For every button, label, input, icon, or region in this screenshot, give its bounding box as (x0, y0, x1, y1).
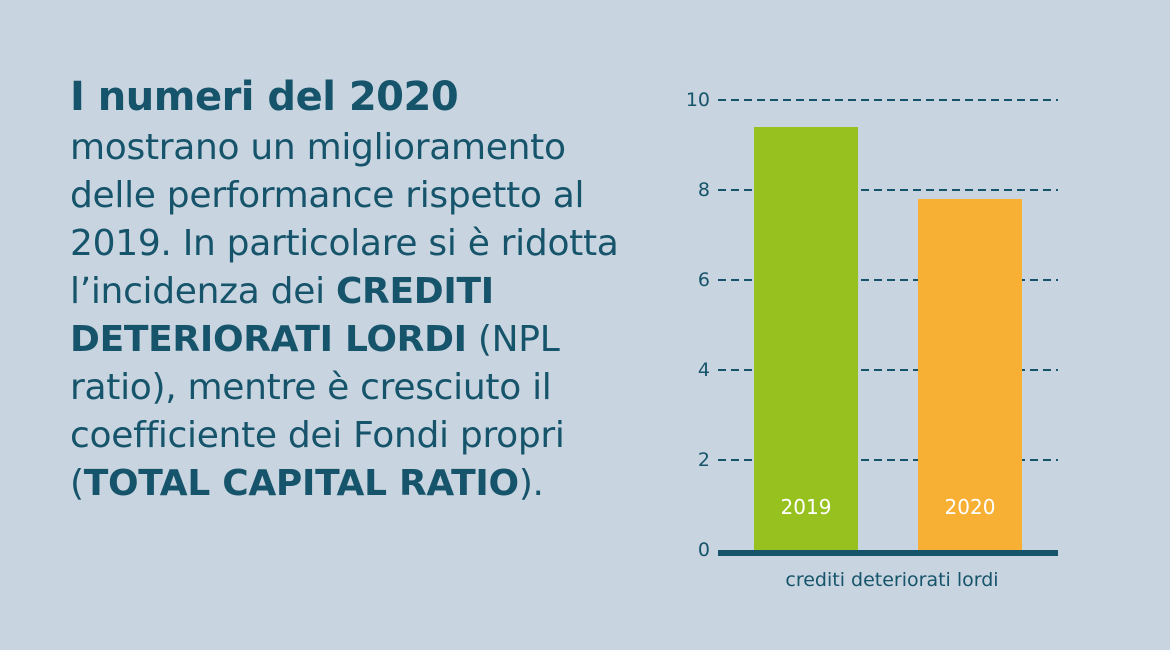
highlight-npl: CREDITI DETERIORATI LORDI (70, 271, 494, 360)
y-tick-label-2: 2 (698, 449, 710, 471)
y-tick-label-8: 8 (698, 179, 710, 201)
y-tick-label-6: 6 (698, 269, 710, 291)
bar-label-2019: 2019 (781, 495, 832, 519)
highlight-tcr: TOTAL CAPITAL RATIO (83, 463, 519, 504)
y-tick-label-10: 10 (686, 89, 710, 111)
x-axis-baseline (718, 550, 1058, 556)
y-tick-label-4: 4 (698, 359, 710, 381)
headline: I numeri del 2020 (70, 74, 459, 120)
bar-label-2020: 2020 (945, 495, 996, 519)
body-middle: (NPL ratio), mentre è cresciuto il coeff… (70, 319, 565, 504)
y-tick-label-0: 0 (698, 539, 710, 561)
x-axis-label: crediti deteriorati lordi (785, 569, 998, 591)
body-end: ). (518, 463, 544, 504)
bar-2020 (918, 199, 1022, 550)
bar-chart: 0 2 4 6 8 10 2019 2020 crediti deteriorati lordi (670, 70, 1090, 610)
chart-svg: 0 2 4 6 8 10 2019 2020 crediti deteriorati lordi (686, 89, 1058, 591)
body-intro: mostrano un miglioramento delle performa… (70, 127, 619, 312)
description-text: I numeri del 2020 mostrano un migliorame… (70, 70, 650, 508)
body-text: mostrano un miglioramento delle performa… (70, 124, 650, 508)
bar-2019 (754, 127, 858, 550)
